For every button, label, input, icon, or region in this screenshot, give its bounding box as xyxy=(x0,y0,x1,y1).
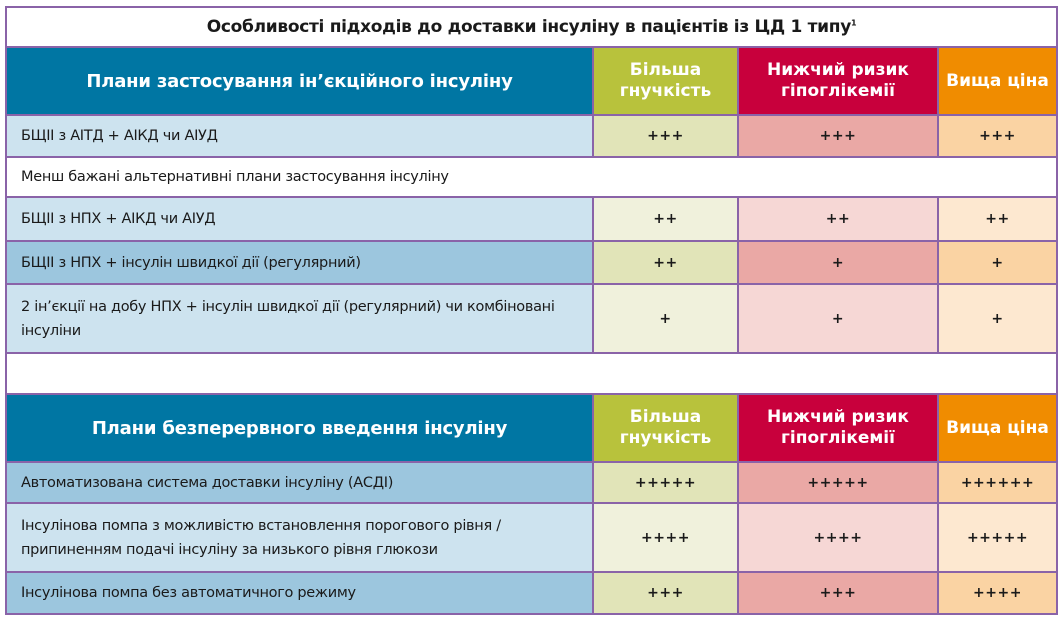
col-header-hypo-risk: Нижчий ризик гіпоглікемії xyxy=(737,393,939,463)
cost-value: +++ xyxy=(936,114,1059,158)
row-label: 2 ін’єкції на добу НПХ + інсулін швидкої… xyxy=(5,283,594,354)
hypo-risk-value: +++ xyxy=(737,571,939,615)
hypo-risk-value: ++++ xyxy=(737,502,939,573)
flexibility-value: +++ xyxy=(592,114,739,158)
hypo-risk-value: ++ xyxy=(737,196,939,242)
col-header-hypo-risk: Нижчий ризик гіпоглікемії xyxy=(737,46,939,116)
section2-header-row: Плани безперервного введення інсуліну Бі… xyxy=(5,393,1059,463)
table-row: БЩІІ з НПХ + АІКД чи АІУД ++ ++ ++ xyxy=(5,196,1059,242)
flexibility-value: +++ xyxy=(592,571,739,615)
table-title: Особливості підходів до доставки інсулін… xyxy=(4,6,1059,48)
table-row: БЩІІ з АІТД + АІКД чи АІУД +++ +++ +++ xyxy=(5,114,1059,158)
cost-value: + xyxy=(936,283,1059,354)
flexibility-value: + xyxy=(592,283,739,354)
flexibility-value: ++ xyxy=(592,196,739,242)
table-row: БЩІІ з НПХ + інсулін швидкої дії (регуля… xyxy=(5,240,1059,285)
cost-value: +++++ xyxy=(936,502,1059,573)
row-label: Інсулінова помпа з можливістю встановлен… xyxy=(5,502,594,573)
row-label: Інсулінова помпа без автоматичного режим… xyxy=(5,571,594,615)
subheading-row: Менш бажані альтернативні плани застосув… xyxy=(4,156,1059,198)
footnote-marker: 1 xyxy=(851,18,857,28)
cost-value: ++++++ xyxy=(936,461,1059,504)
table-row: Інсулінова помпа без автоматичного режим… xyxy=(5,571,1059,615)
row-label: БЩІІ з НПХ + інсулін швидкої дії (регуля… xyxy=(5,240,594,285)
col-header-flexibility: Більша гнучкість xyxy=(592,393,739,463)
hypo-risk-value: +++ xyxy=(737,114,939,158)
insulin-delivery-table: Особливості підходів до доставки інсулін… xyxy=(4,6,1059,615)
title-row: Особливості підходів до доставки інсулін… xyxy=(4,6,1059,48)
col-header-cost: Вища ціна xyxy=(936,46,1059,116)
spacer-row xyxy=(4,352,1059,395)
section2-header: Плани безперервного введення інсуліну xyxy=(5,393,594,463)
row-label: БЩІІ з АІТД + АІКД чи АІУД xyxy=(5,114,594,158)
hypo-risk-value: + xyxy=(737,283,939,354)
cost-value: + xyxy=(936,240,1059,285)
hypo-risk-value: +++++ xyxy=(737,461,939,504)
row-label: Автоматизована система доставки інсуліну… xyxy=(5,461,594,504)
flexibility-value: ++++ xyxy=(592,502,739,573)
table-row: Автоматизована система доставки інсуліну… xyxy=(5,461,1059,504)
alt-plans-subheading: Менш бажані альтернативні плани застосув… xyxy=(4,156,1059,198)
row-label: БЩІІ з НПХ + АІКД чи АІУД xyxy=(5,196,594,242)
spacer xyxy=(4,352,1059,395)
section1-header: Плани застосування ін’єкційного інсуліну xyxy=(5,46,594,116)
cost-value: ++++ xyxy=(936,571,1059,615)
flexibility-value: ++ xyxy=(592,240,739,285)
table-row: 2 ін’єкції на добу НПХ + інсулін швидкої… xyxy=(5,283,1059,354)
hypo-risk-value: + xyxy=(737,240,939,285)
col-header-cost: Вища ціна xyxy=(936,393,1059,463)
flexibility-value: +++++ xyxy=(592,461,739,504)
section1-header-row: Плани застосування ін’єкційного інсуліну… xyxy=(5,46,1059,116)
col-header-flexibility: Більша гнучкість xyxy=(592,46,739,116)
cost-value: ++ xyxy=(936,196,1059,242)
table-row: Інсулінова помпа з можливістю встановлен… xyxy=(5,502,1059,573)
